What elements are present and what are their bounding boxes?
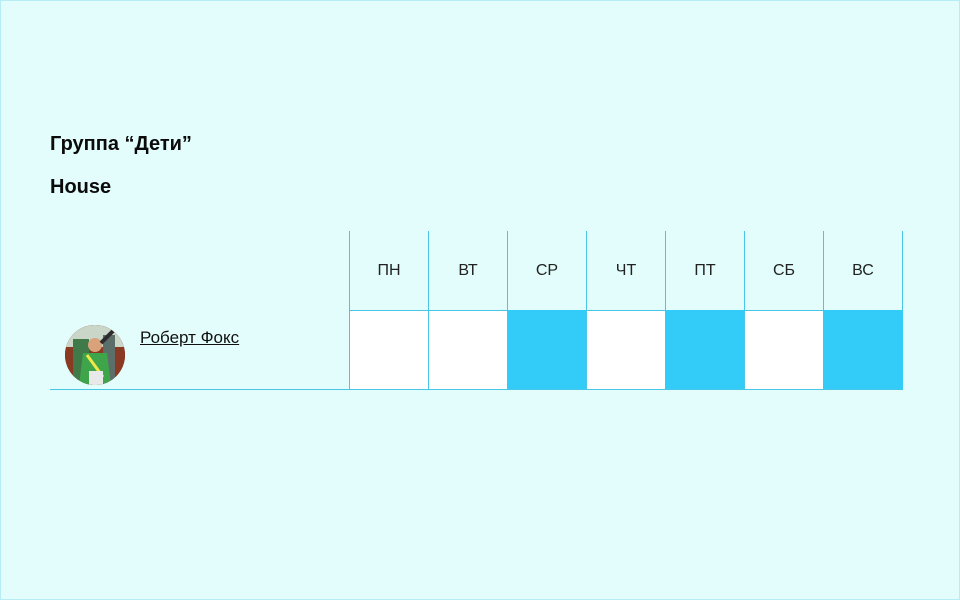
day-header-sun: ВС bbox=[823, 231, 903, 310]
day-header-fri: ПТ bbox=[665, 231, 744, 310]
schedule-table: ПН ВТ СР ЧТ ПТ СБ ВС Роберт Фокс bbox=[50, 231, 903, 390]
schedule-cell-thu[interactable] bbox=[586, 310, 666, 390]
schedule-cell-mon[interactable] bbox=[349, 310, 429, 390]
day-header-thu: ЧТ bbox=[586, 231, 665, 310]
day-header-wed: СР bbox=[507, 231, 586, 310]
schedule-cell-fri[interactable] bbox=[665, 310, 745, 390]
group-title: Группа “Дети” bbox=[50, 133, 192, 155]
day-header-sat: СБ bbox=[744, 231, 823, 310]
schedule-cell-tue[interactable] bbox=[428, 310, 508, 390]
schedule-cell-sun[interactable] bbox=[823, 310, 903, 390]
avatar-photo-icon[interactable] bbox=[65, 325, 125, 385]
trainer-name-link[interactable]: Роберт Фокс bbox=[140, 328, 240, 347]
schedule-cell-sat[interactable] bbox=[744, 310, 824, 390]
schedule-cell-wed[interactable] bbox=[507, 310, 587, 390]
day-header-tue: ВТ bbox=[428, 231, 507, 310]
hall-title: House bbox=[50, 176, 112, 198]
row-divider bbox=[50, 389, 902, 390]
day-header-mon: ПН bbox=[349, 231, 428, 310]
